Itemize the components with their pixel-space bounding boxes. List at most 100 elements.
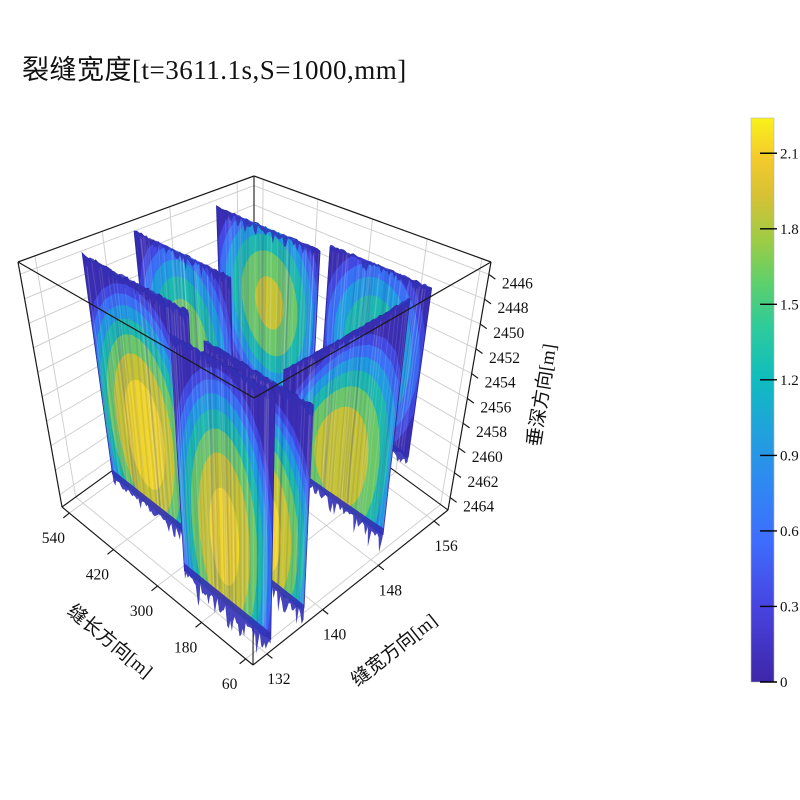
- panel-streak: [327, 340, 339, 490]
- panel-streak: [165, 303, 182, 523]
- width-axis-tick-label: 132: [267, 671, 290, 688]
- panel-streak: [381, 307, 407, 535]
- panel-streak: [322, 351, 333, 486]
- panel-streak: [375, 312, 400, 531]
- tick-mark: [266, 653, 273, 659]
- panel-streak: [260, 391, 265, 632]
- panel-streak: [258, 232, 262, 393]
- panel-top-fringe: [170, 333, 276, 399]
- panel-streak: [222, 373, 229, 599]
- panel-streak: [296, 409, 306, 605]
- panel-streak: [202, 363, 213, 594]
- colorbar-tick-label: 0.3: [780, 599, 799, 615]
- panel-streak: [142, 294, 163, 511]
- panel-streak: [403, 288, 428, 459]
- depth-axis-tick-label: 2450: [493, 325, 524, 342]
- panel-streak: [260, 226, 263, 394]
- panel-streak: [121, 278, 146, 499]
- panel-streak: [261, 234, 265, 397]
- panel-streak: [397, 285, 420, 448]
- panel-streak: [294, 399, 305, 602]
- tick-mark: [471, 373, 479, 379]
- panel-streak: [363, 319, 386, 518]
- axis-ticks-labels: 540 420 300 180 60 132 140 148 156 2446 2448 2450 24…: [42, 273, 533, 693]
- panel-streak: [224, 368, 231, 608]
- panel-streak: [396, 285, 420, 446]
- panel-streak: [219, 362, 226, 604]
- panel-streak: [406, 287, 432, 461]
- panel-streak: [372, 307, 397, 527]
- panel-streak: [322, 349, 333, 487]
- box-frame: [17, 175, 492, 666]
- grid-line: [440, 258, 483, 505]
- box-edge: [252, 509, 449, 666]
- grid-line: [245, 504, 441, 660]
- panel-streak: [114, 277, 139, 496]
- panel-streak: [404, 294, 428, 454]
- length-axis-tick-label: 180: [174, 639, 198, 656]
- panel-streak: [124, 287, 147, 502]
- panel-streak: [145, 291, 165, 509]
- panel-streak: [296, 408, 307, 605]
- panel-streak: [327, 342, 339, 490]
- width-axis-title: 缝宽方向[m]: [347, 610, 442, 692]
- panel-streak: [299, 407, 311, 605]
- panel-streak: [107, 273, 134, 483]
- box-edge: [253, 175, 492, 263]
- panel-streak: [400, 290, 425, 455]
- panel-streak: [98, 268, 126, 482]
- panel-streak: [116, 274, 141, 492]
- panel-streak: [347, 334, 364, 504]
- panel-streak: [263, 387, 268, 631]
- panel-streak: [369, 312, 392, 525]
- panel-streak: [273, 234, 279, 406]
- panel-top-fringe: [216, 207, 321, 256]
- panel-streak: [210, 355, 219, 597]
- panel-streak: [220, 365, 227, 601]
- panel-streak: [99, 271, 128, 486]
- panel-streak: [395, 284, 419, 447]
- panel-streak: [231, 378, 235, 604]
- panel-streak: [140, 288, 161, 510]
- colorbar: 2.1 1.8 1.5 1.2 0.9 0.6 0.3 0: [750, 117, 799, 691]
- panel-streak: [86, 266, 116, 473]
- panel-streak: [282, 392, 289, 596]
- depth-axis-tick-label: 2452: [489, 350, 520, 367]
- panel-streak: [115, 272, 141, 495]
- panel-streak: [277, 396, 284, 588]
- panel-streak: [129, 281, 152, 502]
- panel-streak: [395, 285, 419, 445]
- panel-streak: [359, 325, 379, 513]
- panel-streak: [321, 346, 332, 492]
- panel-streak: [281, 245, 288, 412]
- panel-contour-band: [255, 276, 284, 330]
- panel-streak: [137, 286, 159, 508]
- panel-streak: [263, 394, 268, 636]
- panel-streak: [268, 229, 273, 405]
- panel-streak: [174, 347, 188, 563]
- length-axis-tick-label: 60: [222, 676, 238, 693]
- panel-streak: [241, 380, 244, 610]
- colorbar-tick-label: 0.6: [780, 524, 799, 540]
- panel-streak: [206, 358, 217, 594]
- panel-streak: [263, 230, 268, 395]
- panel-streak: [228, 215, 235, 376]
- tick-mark: [475, 348, 483, 354]
- tick-mark: [195, 621, 202, 628]
- panel-top-fringe: [134, 230, 231, 292]
- panel-streak: [301, 408, 311, 608]
- panel-streak: [223, 376, 230, 606]
- panel-streak: [237, 382, 242, 612]
- panel-top-fringe: [329, 244, 432, 294]
- panel-streak: [280, 243, 286, 414]
- panel-contour-band: [209, 487, 240, 586]
- panel-streak: [207, 363, 217, 586]
- panel-streak: [346, 327, 362, 503]
- depth-axis-tick-label: 2458: [476, 424, 507, 441]
- depth-axis-title: 垂深方向[m]: [523, 342, 561, 448]
- panel-streak: [303, 415, 314, 612]
- panel-streak: [332, 336, 345, 492]
- panel-streak: [277, 398, 285, 586]
- panel-top-fringe: [284, 298, 410, 372]
- panel-streak: [331, 337, 345, 493]
